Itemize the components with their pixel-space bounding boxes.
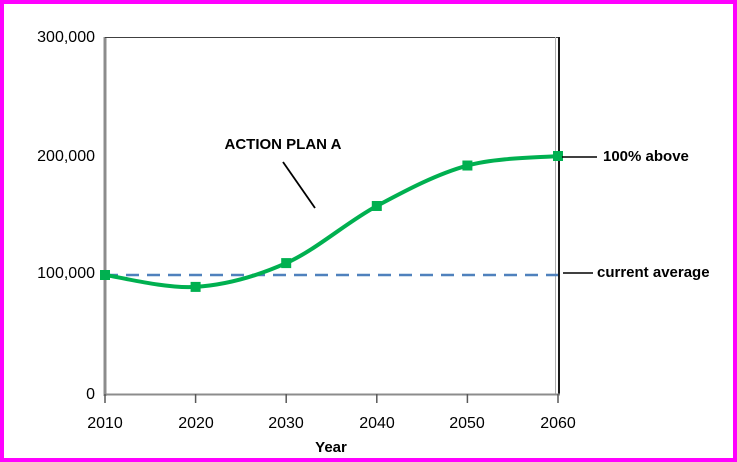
x-axis-title: Year [315, 439, 347, 456]
y-tick-label-100000: 100,000 [37, 265, 95, 282]
y-tick-label-0: 0 [86, 386, 95, 403]
x-tick-label-2020: 2020 [178, 415, 214, 432]
y-tick-label-300000: 300,000 [37, 29, 95, 46]
callout-current-average: current average [597, 264, 710, 281]
x-tick-label-2050: 2050 [449, 415, 485, 432]
x-tick-label-2010: 2010 [87, 415, 123, 432]
callout-100-percent-above: 100% above [603, 148, 689, 165]
y-tick-label-200000: 200,000 [37, 148, 95, 165]
x-tick-label-2030: 2030 [268, 415, 304, 432]
x-tick-label-2060: 2060 [540, 415, 576, 432]
series-annotation-label: ACTION PLAN A [224, 136, 342, 153]
x-tick-label-2040: 2040 [359, 415, 395, 432]
